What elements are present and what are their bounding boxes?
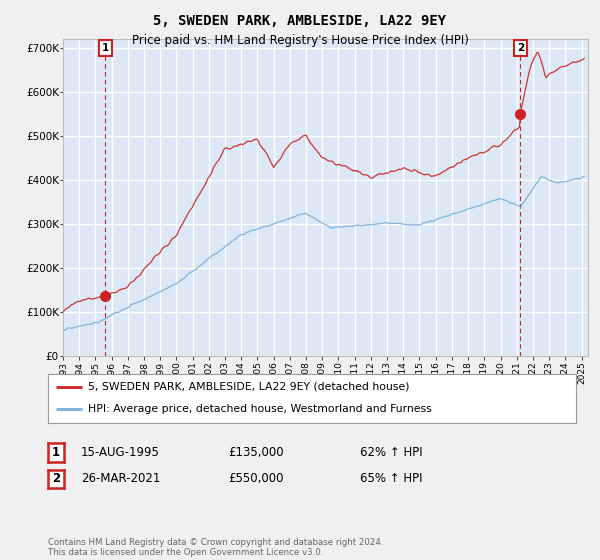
Text: 15-AUG-1995: 15-AUG-1995 xyxy=(81,446,160,459)
Text: 1: 1 xyxy=(52,446,60,459)
Text: 65% ↑ HPI: 65% ↑ HPI xyxy=(360,472,422,486)
Text: Contains HM Land Registry data © Crown copyright and database right 2024.
This d: Contains HM Land Registry data © Crown c… xyxy=(48,538,383,557)
Text: 2: 2 xyxy=(52,472,60,486)
Text: £550,000: £550,000 xyxy=(228,472,284,486)
Text: Price paid vs. HM Land Registry's House Price Index (HPI): Price paid vs. HM Land Registry's House … xyxy=(131,34,469,46)
Text: HPI: Average price, detached house, Westmorland and Furness: HPI: Average price, detached house, West… xyxy=(88,404,431,414)
Text: 62% ↑ HPI: 62% ↑ HPI xyxy=(360,446,422,459)
Text: £135,000: £135,000 xyxy=(228,446,284,459)
Text: 5, SWEDEN PARK, AMBLESIDE, LA22 9EY: 5, SWEDEN PARK, AMBLESIDE, LA22 9EY xyxy=(154,14,446,28)
Text: 1: 1 xyxy=(102,43,109,53)
Text: 2: 2 xyxy=(517,43,524,53)
Text: 26-MAR-2021: 26-MAR-2021 xyxy=(81,472,160,486)
Text: 5, SWEDEN PARK, AMBLESIDE, LA22 9EY (detached house): 5, SWEDEN PARK, AMBLESIDE, LA22 9EY (det… xyxy=(88,382,409,392)
